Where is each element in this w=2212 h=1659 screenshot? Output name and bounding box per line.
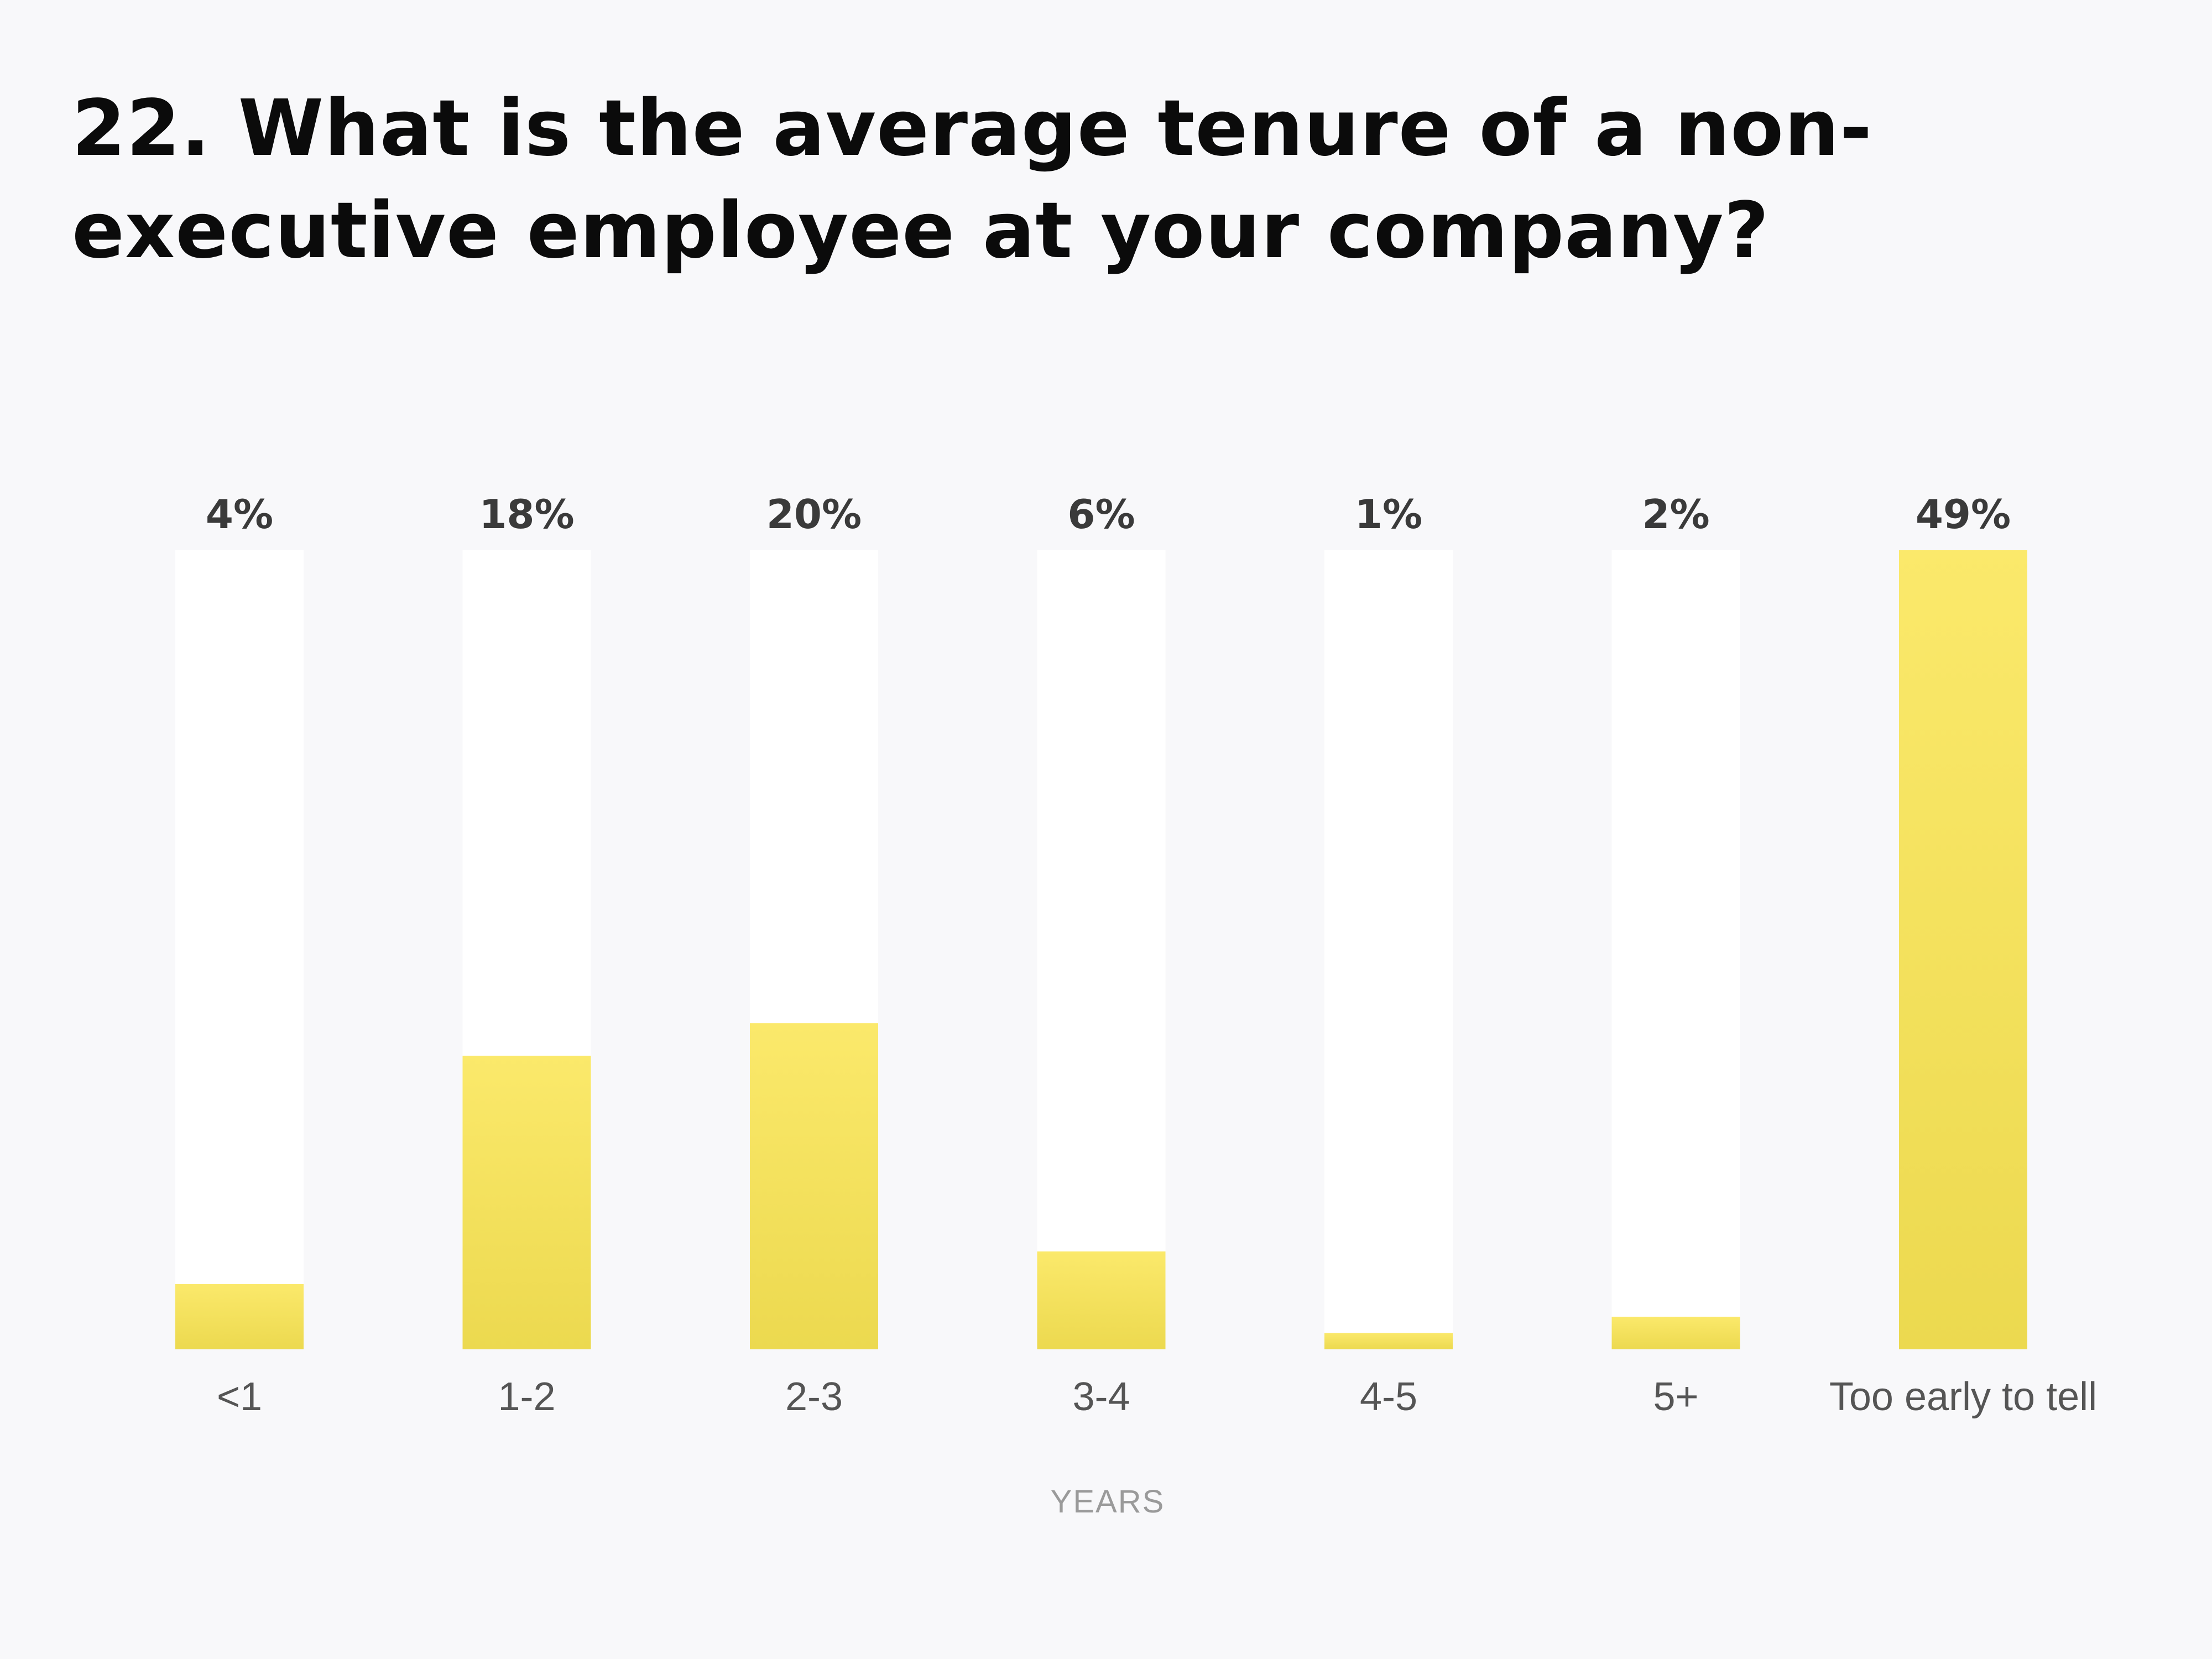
- chart-title: 22. What is the average tenure of a non-…: [72, 84, 1873, 276]
- bar: [462, 1056, 591, 1349]
- bar-value-label: 20%: [766, 491, 862, 538]
- category-label: <1: [217, 1375, 262, 1419]
- bar-value-label: 4%: [206, 491, 273, 538]
- bar: [1324, 1333, 1453, 1349]
- category-label: 3-4: [1072, 1375, 1130, 1419]
- bar-value-label: 18%: [479, 491, 574, 538]
- bar-group-1: 18% 1-2: [462, 491, 591, 1419]
- bar: [1611, 1317, 1740, 1349]
- bar-track: [1611, 550, 1740, 1349]
- bar-group-3: 6% 3-4: [1037, 491, 1166, 1419]
- bar-group-0: 4% <1: [175, 491, 304, 1419]
- bar: [1037, 1251, 1166, 1349]
- bar: [750, 1023, 878, 1349]
- bar: [175, 1284, 304, 1349]
- category-label: 5+: [1653, 1375, 1698, 1419]
- category-label: 2-3: [785, 1375, 843, 1419]
- bar-track: [1037, 550, 1166, 1349]
- bar-value-label: 6%: [1067, 491, 1135, 538]
- category-label: Too early to tell: [1829, 1375, 2097, 1419]
- bar-group-6: 49% Too early to tell: [1829, 491, 2097, 1419]
- bar-group-5: 2% 5+: [1611, 491, 1740, 1419]
- bar-value-label: 49%: [1916, 491, 2011, 538]
- bar-group-2: 20% 2-3: [750, 491, 878, 1419]
- bar-group-4: 1% 4-5: [1324, 491, 1453, 1419]
- bar-value-label: 2%: [1642, 491, 1709, 538]
- x-axis-label: YEARS: [1051, 1484, 1165, 1520]
- bar-track: [1324, 550, 1453, 1349]
- category-label: 1-2: [498, 1375, 555, 1419]
- bar-track: [175, 550, 304, 1349]
- category-label: 4-5: [1360, 1375, 1417, 1419]
- bar: [1899, 550, 2027, 1349]
- bar-value-label: 1%: [1355, 491, 1422, 538]
